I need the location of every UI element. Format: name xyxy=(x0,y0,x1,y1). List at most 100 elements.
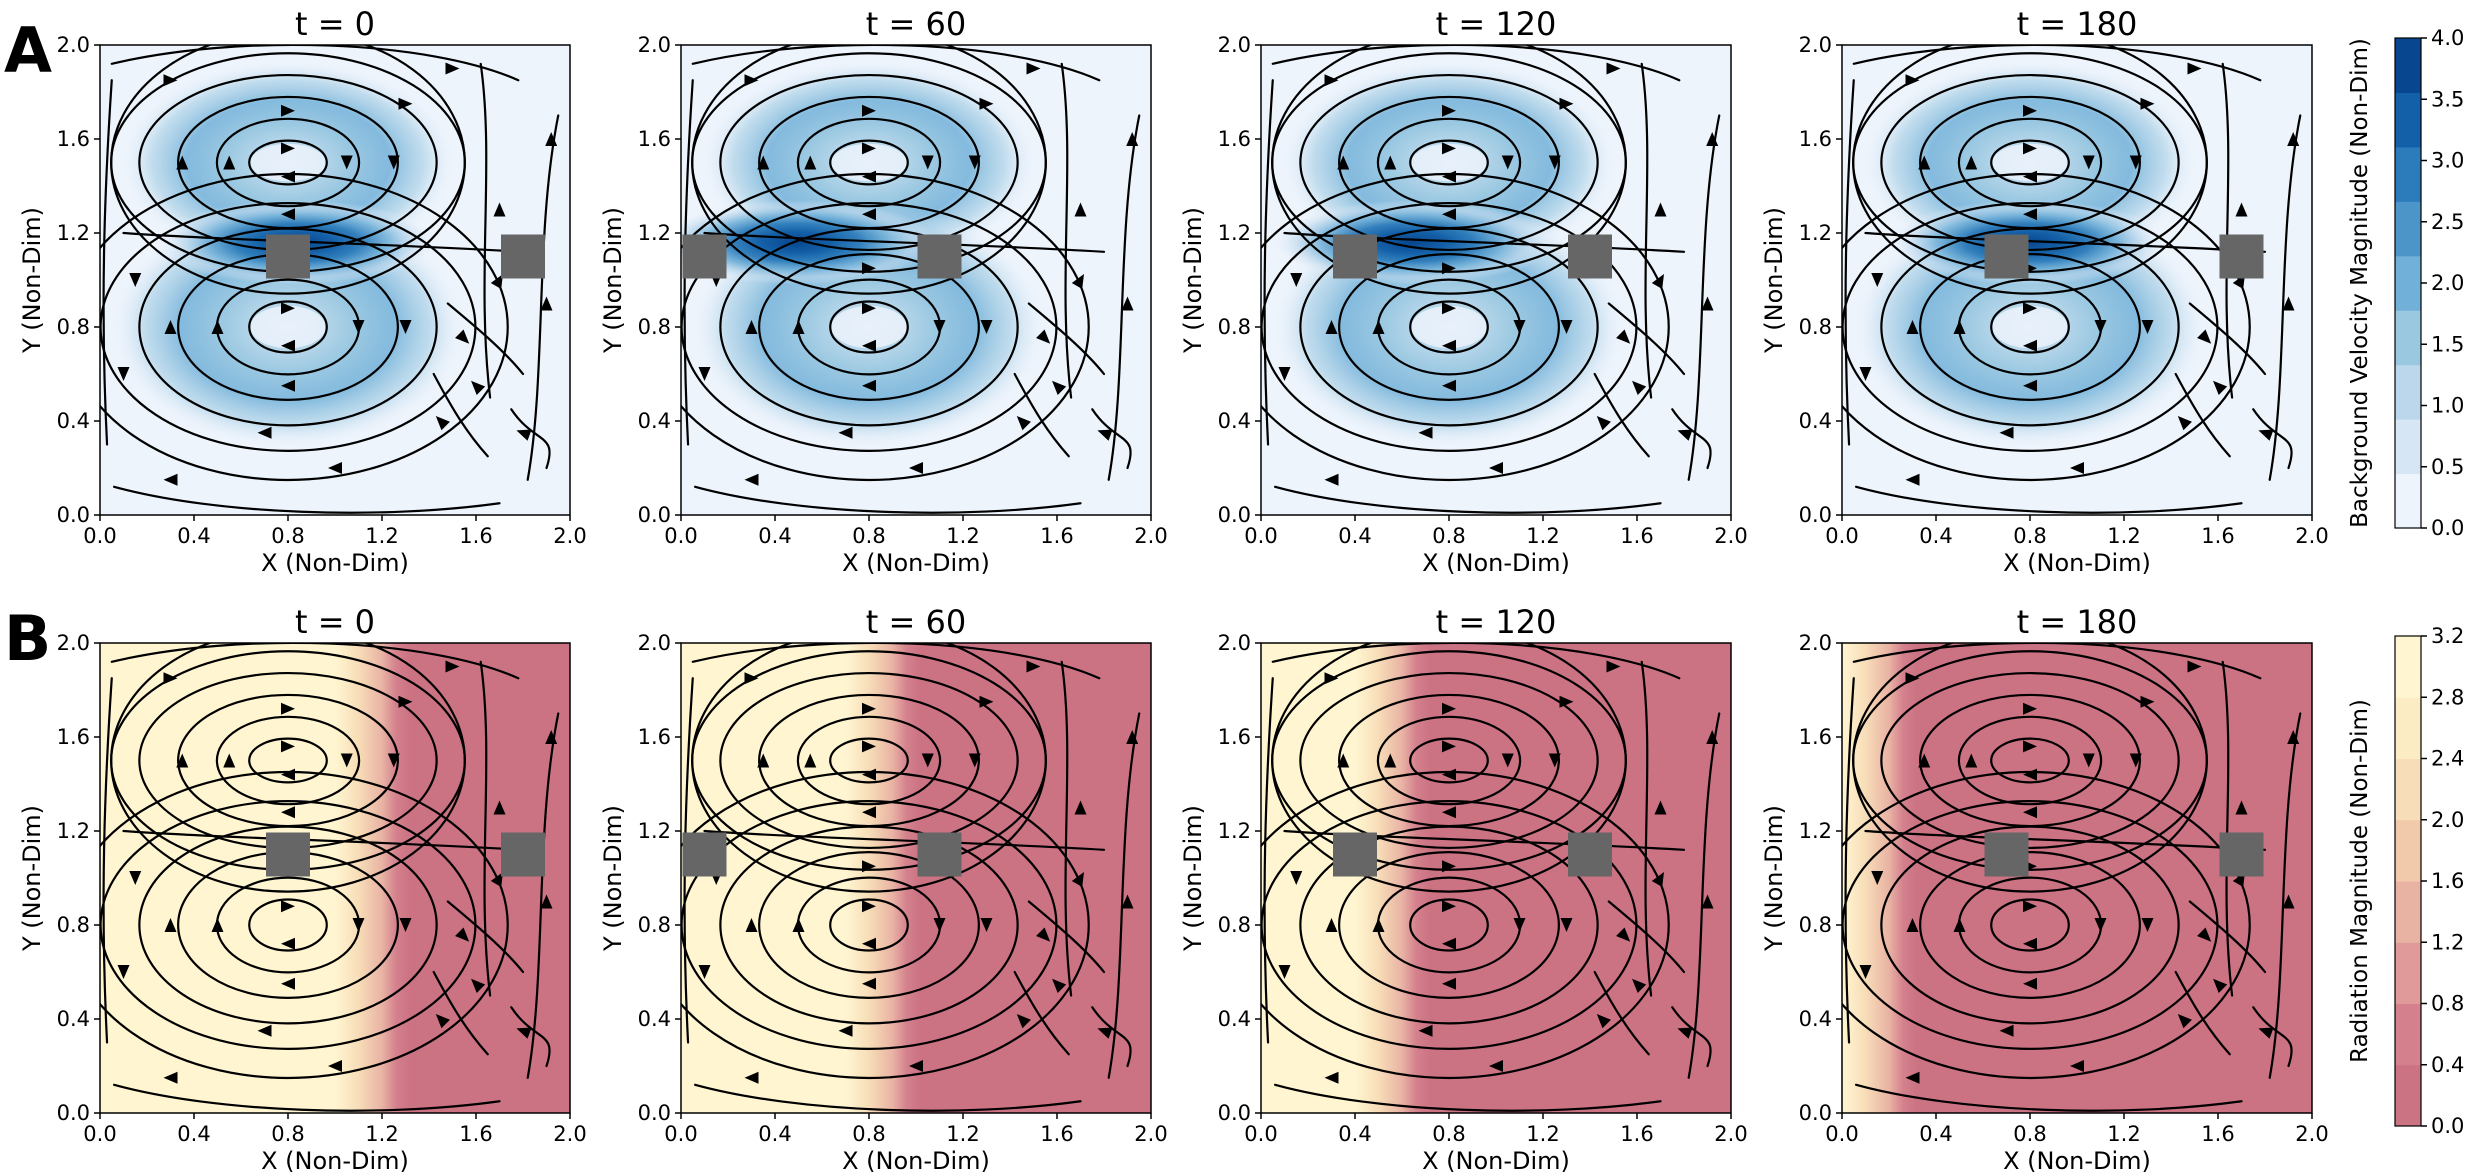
flow-arrow xyxy=(862,170,876,183)
y-tick-label: 0.4 xyxy=(1799,1007,1832,1031)
colorbar-tick-label: 2.5 xyxy=(2431,210,2464,234)
flow-arrow xyxy=(1606,62,1621,75)
streamline xyxy=(1844,79,1855,446)
flow-arrow xyxy=(1442,702,1456,715)
flow-arrow xyxy=(1278,965,1291,979)
streamline xyxy=(1671,408,1712,470)
x-tick-label: 2.0 xyxy=(2295,1122,2328,1146)
streamline xyxy=(1919,851,2141,999)
x-tick-label: 1.2 xyxy=(365,524,398,548)
x-tick-label: 1.6 xyxy=(1620,1122,1653,1146)
flow-arrow xyxy=(1632,978,1647,993)
flow-arrow xyxy=(757,753,770,768)
flow-arrow xyxy=(2282,894,2295,909)
flow-arrow xyxy=(1442,302,1456,315)
y-tick-label: 2.0 xyxy=(638,33,671,57)
flow-arrow xyxy=(1126,730,1139,744)
streamline xyxy=(2252,1006,2293,1068)
panel-a-subplot-1: 0.0 0.4 0.8 1.2 1.6 2.0 0.0 0.4 0.8 1.2 1.6 2.0 X (N… xyxy=(18,5,587,577)
flow-arrow xyxy=(1501,753,1514,768)
flow-arrow xyxy=(921,155,934,170)
subplot-title: t = 0 xyxy=(295,603,375,641)
y-axis-label: Y (Non-Dim) xyxy=(18,805,46,952)
flow-arrow xyxy=(838,426,853,439)
flow-arrow xyxy=(281,142,295,155)
flow-arrow xyxy=(281,379,295,392)
x-tick-label: 1.2 xyxy=(1526,1122,1559,1146)
x-tick-label: 1.6 xyxy=(1620,524,1653,548)
panel-b-subplot-1: 0.0 0.4 0.8 1.2 1.6 2.0 0.0 0.4 0.8 1.2 1.6 2.0 X (N… xyxy=(18,603,587,1175)
flow-arrow xyxy=(1859,965,1872,979)
streamline xyxy=(110,45,466,295)
flow-arrow xyxy=(445,660,460,673)
flow-arrow xyxy=(164,320,177,334)
flow-arrow xyxy=(1278,367,1291,381)
streamline xyxy=(719,227,1019,427)
flow-arrow xyxy=(281,302,295,315)
flow-arrow xyxy=(698,965,711,979)
streamline xyxy=(1957,117,2103,208)
flow-arrow xyxy=(471,978,486,993)
obstacle xyxy=(266,234,310,279)
streamline xyxy=(1338,253,1560,401)
flow-arrow xyxy=(281,977,295,990)
flow-arrow xyxy=(1442,379,1456,392)
flow-arrow xyxy=(545,132,558,146)
flow-arrow xyxy=(1372,320,1385,334)
flow-arrow xyxy=(223,753,236,768)
x-tick-label: 2.0 xyxy=(1134,1122,1167,1146)
flow-arrow xyxy=(2177,1014,2192,1029)
flow-arrow xyxy=(2140,97,2155,110)
flow-arrow xyxy=(862,379,876,392)
flow-arrow xyxy=(792,918,805,932)
x-tick-label: 0.4 xyxy=(1338,1122,1371,1146)
plot-frame xyxy=(680,642,1152,1114)
y-axis-label: Y (Non-Dim) xyxy=(1179,207,1207,354)
y-tick-label: 0.0 xyxy=(57,1101,90,1125)
flow-arrow xyxy=(2023,302,2037,315)
colorbar-band xyxy=(2395,473,2421,529)
colorbar-band xyxy=(2395,1064,2421,1127)
flow-arrows xyxy=(1278,660,1719,1084)
flow-arrow xyxy=(1337,753,1350,768)
flow-arrow xyxy=(1324,74,1339,87)
obstacle xyxy=(917,234,962,279)
ticks: 0.0 0.4 0.8 1.2 1.6 2.0 0.0 0.4 0.8 1.2 1.6 2.0 xyxy=(638,631,1168,1146)
streamline xyxy=(479,62,492,399)
flow-arrow xyxy=(1654,800,1667,815)
streamlines xyxy=(1261,643,1721,1112)
flow-arrow xyxy=(1418,1024,1433,1037)
flow-arrow xyxy=(1559,695,1574,708)
flow-arrow xyxy=(862,702,876,715)
ticks: 0.0 0.4 0.8 1.2 1.6 2.0 0.0 0.4 0.8 1.2 1.6 2.0 xyxy=(1218,33,1748,548)
y-tick-label: 0.0 xyxy=(1218,1101,1251,1125)
flow-arrow xyxy=(1701,296,1714,311)
flow-arrow xyxy=(1677,429,1693,441)
flow-arrow xyxy=(2141,918,2154,932)
colorbar-band xyxy=(2395,758,2421,821)
plot-frame xyxy=(1260,642,1732,1114)
colorbar-band xyxy=(2395,419,2421,475)
y-tick-label: 2.0 xyxy=(57,631,90,655)
streamline xyxy=(1107,712,1141,1079)
flow-arrow xyxy=(1372,918,1385,932)
y-tick-label: 1.6 xyxy=(638,725,671,749)
obstacle xyxy=(682,234,727,279)
streamline xyxy=(1852,643,2208,893)
streamline xyxy=(102,79,113,446)
flow-arrow xyxy=(2282,296,2295,311)
flow-arrow xyxy=(792,320,805,334)
flow-arrow xyxy=(455,927,470,942)
flow-arrows xyxy=(1859,62,2300,486)
y-tick-label: 0.0 xyxy=(1799,1101,1832,1125)
flow-arrow xyxy=(1074,202,1087,217)
flow-arrow xyxy=(516,429,532,441)
flow-arrow xyxy=(1859,367,1872,381)
y-tick-label: 2.0 xyxy=(1218,631,1251,655)
y-tick-label: 0.0 xyxy=(638,1101,671,1125)
flow-arrow xyxy=(163,473,178,486)
ticks: 0.0 0.4 0.8 1.2 1.6 2.0 0.0 0.4 0.8 1.2 1.6 2.0 xyxy=(57,631,587,1146)
flow-arrow xyxy=(399,918,412,932)
flow-arrow xyxy=(2070,462,2084,474)
flow-arrow xyxy=(399,320,412,334)
